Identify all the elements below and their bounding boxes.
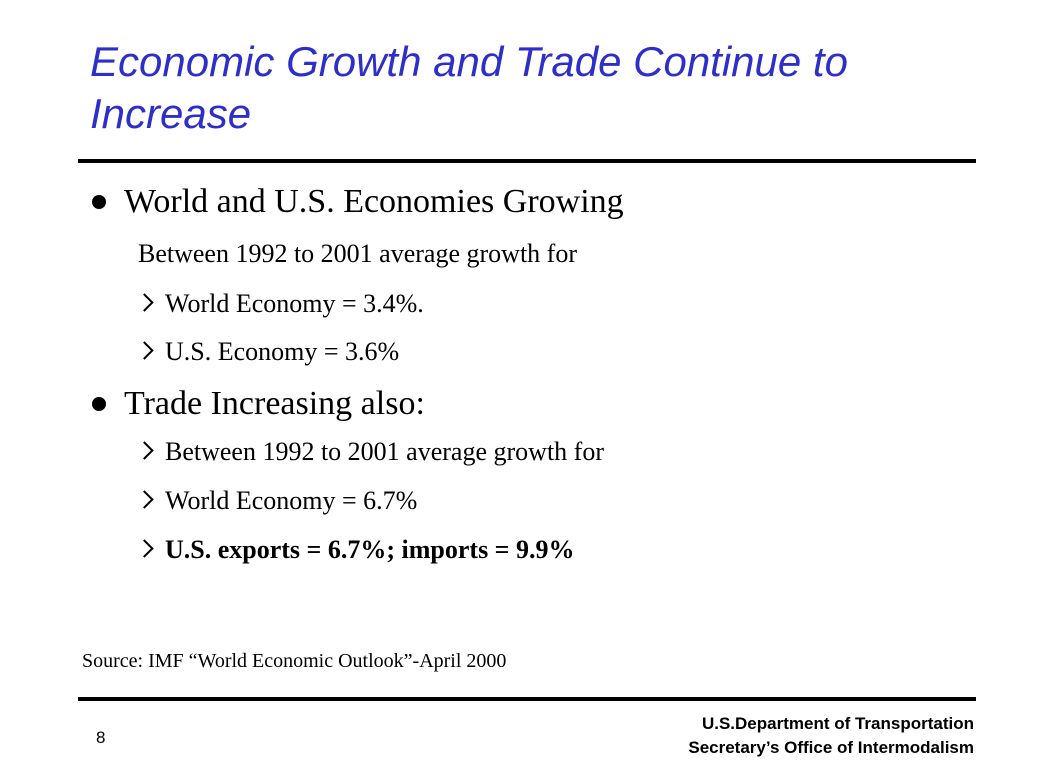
footer-divider (78, 697, 976, 701)
title-divider (78, 159, 976, 163)
footer-organization: U.S.Department of Transportation Secreta… (688, 712, 974, 760)
arrow-bullet-icon (135, 341, 154, 360)
arrow-bullet-icon (135, 293, 154, 312)
sub-item-us-economy: U.S. Economy = 3.6% (135, 336, 400, 368)
source-citation: Source: IMF “World Economic Outlook”-Apr… (82, 650, 507, 672)
sub-item-text: World Economy = 3.4%. (165, 289, 424, 318)
sub-item-text: World Economy = 6.7% (165, 486, 418, 515)
bullet-trade-increasing: Trade Increasing also: (92, 384, 425, 424)
arrow-bullet-icon (135, 539, 154, 558)
growth-intro-text: Between 1992 to 2001 average growth for (138, 239, 577, 268)
bullet-text: World and U.S. Economies Growing (124, 183, 624, 220)
arrow-bullet-icon (135, 490, 154, 509)
sub-item-text: Between 1992 to 2001 average growth for (165, 437, 604, 466)
arrow-bullet-icon (135, 441, 154, 460)
bullet-text: Trade Increasing also: (124, 385, 425, 422)
bullet-economies-growing: World and U.S. Economies Growing (92, 182, 624, 222)
sub-item-text: U.S. Economy = 3.6% (165, 337, 400, 366)
bullet-dot-icon (92, 397, 106, 411)
sub-item-trade-period: Between 1992 to 2001 average growth for (135, 436, 604, 468)
footer-org-line2: Secretary’s Office of Intermodalism (688, 738, 974, 757)
sub-item-world-trade: World Economy = 6.7% (135, 485, 418, 517)
page-number: 8 (96, 728, 106, 747)
bullet-dot-icon (92, 195, 106, 209)
sub-item-text: U.S. exports = 6.7%; imports = 9.9% (165, 535, 575, 564)
sub-item-world-economy: World Economy = 3.4%. (135, 288, 424, 320)
footer-org-line1: U.S.Department of Transportation (701, 714, 974, 733)
sub-item-us-trade: U.S. exports = 6.7%; imports = 9.9% (135, 534, 575, 566)
slide-title: Economic Growth and Trade Continue to In… (90, 38, 848, 137)
